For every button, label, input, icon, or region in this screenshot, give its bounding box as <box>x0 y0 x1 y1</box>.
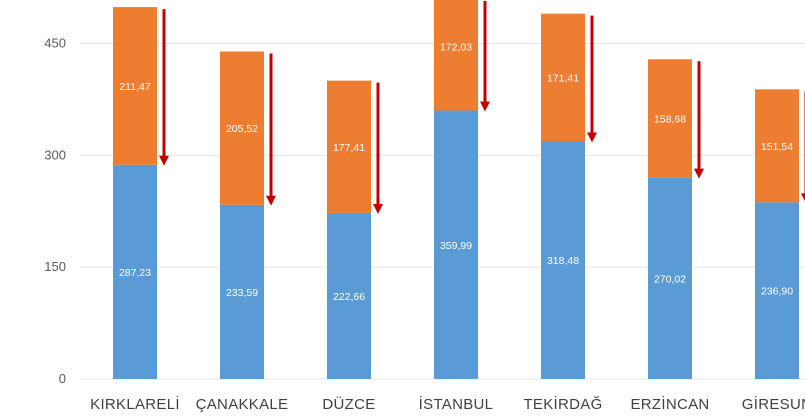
down-arrow-icon <box>801 91 805 202</box>
bar-segment-upper <box>220 51 264 205</box>
down-arrow-icon <box>159 9 169 166</box>
y-tick-label: 150 <box>44 259 66 274</box>
data-label: 177,41 <box>333 142 365 154</box>
data-label: 222,66 <box>333 291 365 303</box>
bar-segment-lower <box>113 164 157 379</box>
y-tick-label: 300 <box>44 147 66 162</box>
bar-segment-upper <box>648 59 692 178</box>
x-axis-categories: KIRKLARELİ ÇANAKKALE DÜZCE İSTANBUL TEKİRDAĞ… <box>90 395 805 413</box>
data-label: 287,23 <box>119 267 151 279</box>
data-label: 236,90 <box>761 286 793 298</box>
bar-segment-lower <box>434 110 478 379</box>
category-label: TEKİRDAĞ <box>523 395 602 413</box>
data-label: 158,68 <box>654 113 686 125</box>
down-arrow-icon <box>694 61 704 179</box>
data-label: 211,47 <box>119 81 150 93</box>
bar-segment-lower <box>327 212 371 379</box>
data-label: 151,54 <box>761 141 793 153</box>
data-label: 172,03 <box>440 41 472 53</box>
bar-segment-lower <box>648 177 692 379</box>
bar-segment-lower <box>220 204 264 379</box>
category-label: KIRKLARELİ <box>90 395 180 413</box>
bar-segment-upper <box>755 89 799 203</box>
y-tick-label: 0 <box>59 371 66 386</box>
bars <box>113 0 799 379</box>
bar-segment-lower <box>755 202 799 379</box>
down-arrow-icon <box>587 15 597 143</box>
arrows <box>159 1 805 214</box>
data-label: 233,59 <box>226 287 258 299</box>
bar-segment-upper <box>113 7 157 165</box>
category-label: ERZİNCAN <box>630 395 709 413</box>
data-label: 270,02 <box>654 273 686 285</box>
y-tick-label: 450 <box>44 35 66 50</box>
down-arrow-icon <box>480 1 490 112</box>
down-arrow-icon <box>266 53 276 206</box>
category-label: ÇANAKKALE <box>196 396 289 413</box>
bar-segment-upper <box>541 13 585 142</box>
data-label: 205,52 <box>226 123 258 135</box>
data-label: 359,99 <box>440 240 472 252</box>
data-labels: 287,23 211,47 233,59 205,52 222,66 177,41 359,… <box>119 41 793 303</box>
category-label: İSTANBUL <box>419 395 494 413</box>
bar-segment-upper <box>327 80 371 213</box>
y-axis-ticks: 0 150 300 450 <box>44 35 66 386</box>
data-label: 318,48 <box>547 255 579 267</box>
category-label: DÜZCE <box>322 395 375 413</box>
data-label: 171,41 <box>547 73 579 85</box>
bar-segment-upper <box>434 0 478 111</box>
bar-segment-lower <box>541 141 585 379</box>
down-arrow-icon <box>373 82 383 214</box>
category-label: GİRESUN <box>742 395 805 413</box>
